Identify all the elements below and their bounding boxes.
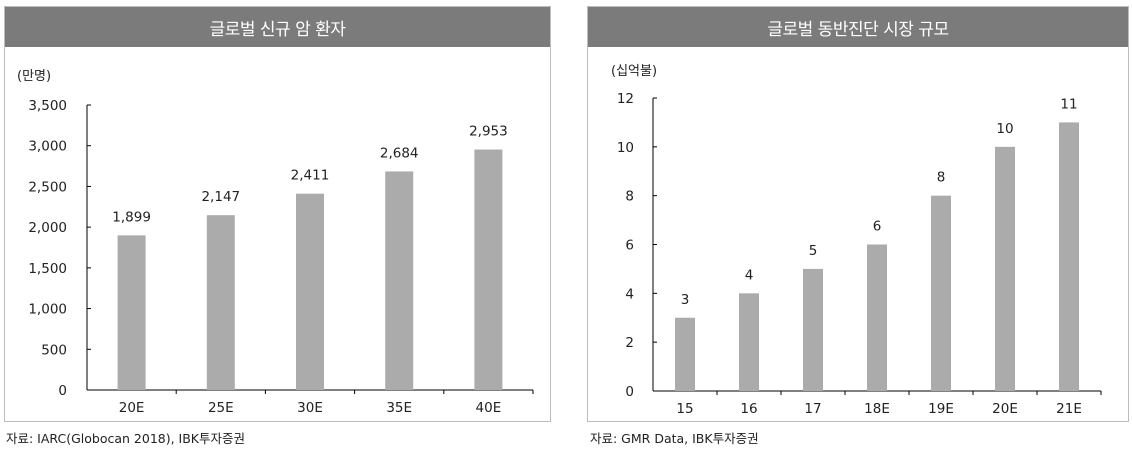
bar [1059,122,1079,392]
bar [675,317,695,391]
data-label: 4 [745,267,754,283]
y-unit-label: (만명) [17,69,51,84]
y-tick-label: 1,000 [28,302,67,318]
y-tick-label: 3,500 [28,98,67,114]
chart-title: 글로벌 동반진단 시장 규모 [588,7,1128,47]
bar [474,149,503,390]
x-tick-label: 21E [1056,401,1082,417]
x-tick-label: 20E [119,400,145,416]
chart-title: 글로벌 신규 암 환자 [5,7,550,47]
bar-chart-new-cancer-patients: (만명) 0 500 1,000 1,500 2,000 2,500 3,000 3,500 1,… [17,69,534,416]
y-tick-label: 6 [625,238,634,254]
y-tick-label: 2,000 [28,220,67,236]
bar [995,146,1015,391]
x-tick-label: 35E [386,400,412,416]
y-tick-label: 0 [58,383,67,399]
data-label: 2,147 [201,189,240,205]
data-label: 10 [996,121,1013,137]
data-label: 1,899 [112,209,151,225]
data-label: 6 [873,219,882,235]
y-tick-label: 2,500 [28,179,67,195]
bar [739,293,759,391]
x-tick-label: 19E [928,401,954,417]
x-tick-label: 30E [297,400,323,416]
source-note: 자료: GMR Data, IBK투자증권 [590,431,759,446]
chart-panel-new-cancer-patients: 글로벌 신규 암 환자 (만명) 0 500 1,000 1,500 2,000 2,500… [4,6,551,422]
chart-panel-companion-diagnostics-market: 글로벌 동반진단 시장 규모 (십억불) 0 2 4 6 8 10 12 3 15 4 16 5 17 6 1… [587,6,1129,422]
data-label: 8 [937,170,946,186]
y-tick-label: 12 [617,91,634,107]
bar [867,244,887,391]
bar [296,193,324,390]
x-tick-label: 16 [740,401,757,417]
data-label: 2,411 [291,168,330,184]
bar [385,171,414,390]
y-tick-label: 2 [625,335,634,351]
x-tick-label: 18E [864,401,890,417]
data-label: 2,953 [469,124,508,140]
x-tick-label: 20E [992,401,1018,417]
y-unit-label: (십억불) [611,64,657,79]
x-tick-label: 15 [676,401,693,417]
data-label: 3 [681,292,690,308]
x-tick-label: 17 [804,401,821,417]
y-tick-label: 4 [625,286,634,302]
y-tick-label: 8 [625,189,634,205]
y-tick-label: 10 [617,140,634,156]
data-label: 2,684 [380,145,419,161]
x-tick-label: 40E [476,400,502,416]
y-tick-label: 0 [625,384,634,400]
bar [206,215,235,390]
bar-chart-companion-diagnostics-market: (십억불) 0 2 4 6 8 10 12 3 15 4 16 5 17 6 18E 8 19E 10 20E 11 21… [611,64,1102,417]
source-note: 자료: IARC(Globocan 2018), IBK투자증권 [6,431,246,446]
bar [117,235,146,390]
y-tick-label: 3,000 [28,139,67,155]
bar [931,195,951,391]
data-label: 11 [1060,96,1077,112]
y-tick-label: 1,500 [28,261,67,277]
x-tick-label: 25E [208,400,234,416]
bar [803,268,823,391]
data-label: 5 [809,243,818,259]
y-tick-label: 500 [41,342,67,358]
